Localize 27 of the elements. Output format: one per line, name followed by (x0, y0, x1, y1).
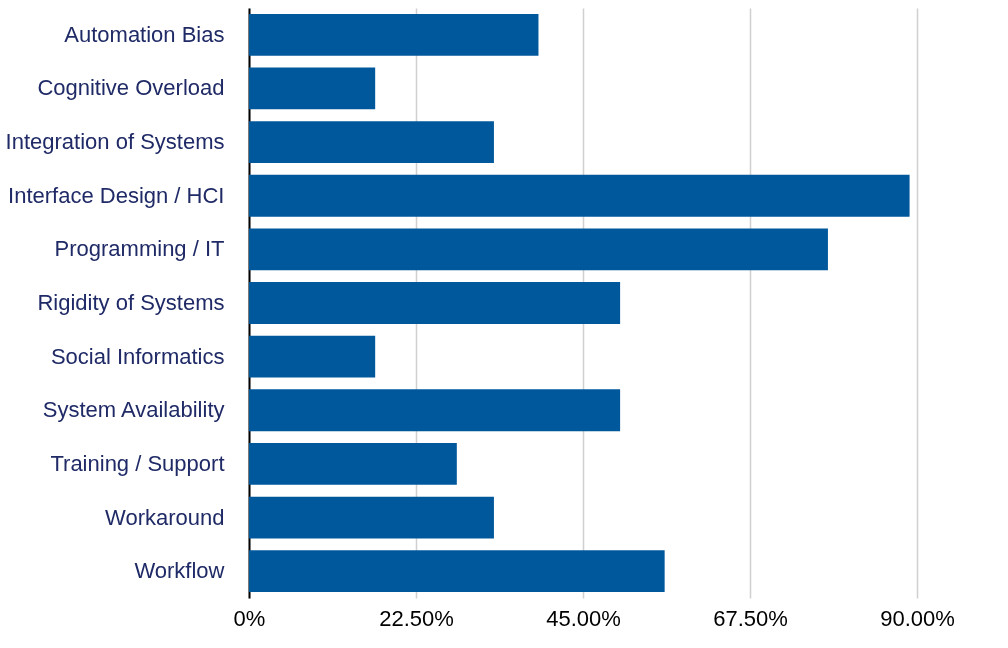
y-tick-label: Workaround (105, 504, 225, 530)
bar (249, 228, 828, 271)
bar (249, 389, 621, 432)
y-tick-label: Rigidity of Systems (37, 290, 225, 315)
bar (249, 67, 376, 110)
bar (249, 174, 910, 217)
bar (249, 13, 539, 56)
x-tick-label: 67.50% (713, 605, 788, 631)
bar (249, 496, 494, 539)
x-tick-label: 0% (233, 605, 266, 631)
bar (249, 442, 457, 485)
y-tick-label: Interface Design / HCI (8, 182, 225, 208)
bar (249, 282, 621, 324)
bar (249, 335, 376, 378)
y-tick-label: Integration of Systems (5, 129, 225, 155)
y-tick-label: Cognitive Overload (37, 75, 225, 101)
y-tick-label: Programming / IT (54, 236, 225, 262)
bar (249, 550, 665, 593)
y-tick-label: System Availability (42, 397, 225, 423)
y-tick-label: Automation Bias (64, 21, 225, 47)
bar (249, 121, 494, 164)
x-tick-label: 45.00% (546, 605, 621, 631)
x-tick-label: 90.00% (880, 605, 955, 631)
x-tick-label: 22.50% (379, 605, 454, 631)
y-tick-label: Workflow (134, 558, 225, 584)
y-tick-label: Social Informatics (50, 343, 225, 369)
y-tick-label: Training / Support (50, 450, 225, 476)
